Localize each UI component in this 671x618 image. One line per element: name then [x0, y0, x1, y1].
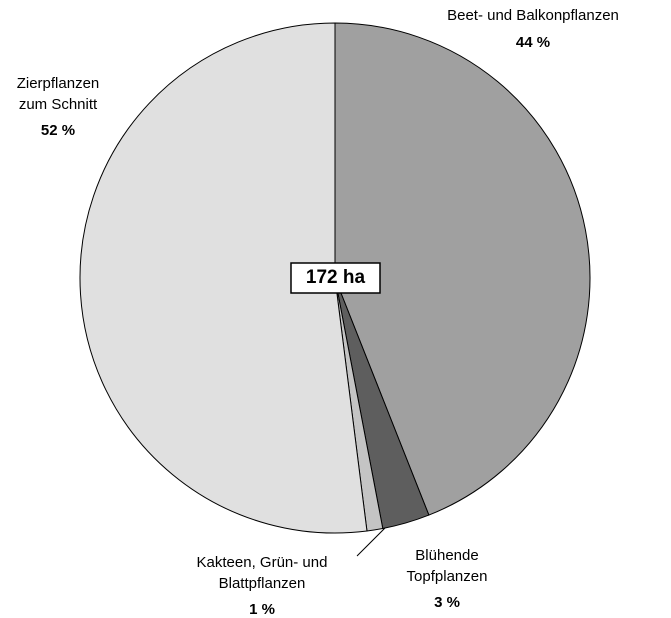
leader-line	[356, 527, 386, 557]
value-label: 1 %	[249, 601, 275, 618]
pie-slice	[334, 22, 591, 516]
slice-label: Kakteen, Grün- und Blattpflanzen	[197, 554, 328, 592]
value-label: 52 %	[41, 122, 75, 139]
center-box	[290, 262, 381, 294]
slice-label: Blühende Topfplanzen	[407, 547, 488, 585]
value-label: 3 %	[434, 594, 460, 611]
pie-slice	[79, 22, 368, 534]
value-label: 44 %	[516, 34, 550, 51]
slice-label: Beet- und Balkonpflanzen	[447, 7, 619, 24]
slice-label: Zierpflanzen zum Schnitt	[17, 75, 100, 113]
center-label: 172 ha	[306, 267, 366, 288]
